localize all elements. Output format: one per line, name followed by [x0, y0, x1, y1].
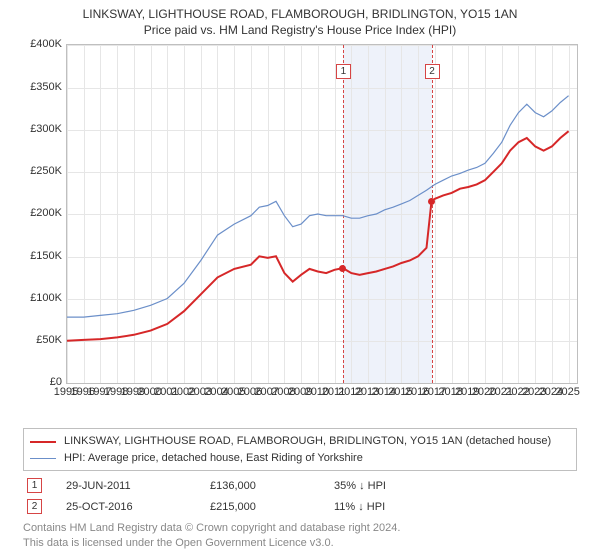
y-axis-label: £200K — [20, 207, 62, 219]
plot-area: 12 — [66, 44, 578, 384]
legend: LINKSWAY, LIGHTHOUSE ROAD, FLAMBOROUGH, … — [23, 428, 577, 471]
chart-container: 12 £0£50K£100K£150K£200K£250K£300K£350K£… — [20, 44, 580, 404]
series-blue — [67, 96, 569, 317]
sale-hpi: 11% ↓ HPI — [334, 501, 573, 513]
legend-label-red: LINKSWAY, LIGHTHOUSE ROAD, FLAMBOROUGH, … — [64, 433, 551, 450]
y-axis-label: £250K — [20, 165, 62, 177]
sale-index-box: 2 — [27, 499, 42, 514]
legend-item-blue: HPI: Average price, detached house, East… — [30, 450, 570, 467]
grid-line-h — [67, 383, 577, 384]
y-axis-label: £300K — [20, 123, 62, 135]
sales-table: 1 29-JUN-2011 £136,000 35% ↓ HPI 2 25-OCT-201… — [23, 475, 577, 517]
title-line-2: Price paid vs. HM Land Registry's House … — [0, 22, 600, 38]
series-svg — [67, 45, 577, 383]
legend-swatch-blue — [30, 458, 56, 459]
y-axis-label: £100K — [20, 292, 62, 304]
chart-title: LINKSWAY, LIGHTHOUSE ROAD, FLAMBOROUGH, … — [0, 6, 600, 38]
y-axis-label: £400K — [20, 38, 62, 50]
footnote: Contains HM Land Registry data © Crown c… — [23, 521, 577, 550]
sales-row: 1 29-JUN-2011 £136,000 35% ↓ HPI — [23, 475, 577, 496]
sale-date: 25-OCT-2016 — [66, 501, 186, 513]
sale-hpi: 35% ↓ HPI — [334, 480, 573, 492]
series-red — [67, 132, 569, 342]
y-axis-label: £350K — [20, 81, 62, 93]
y-axis-label: £50K — [20, 334, 62, 346]
legend-swatch-red — [30, 441, 56, 443]
y-axis-label: £150K — [20, 250, 62, 262]
sale-index-box: 1 — [27, 478, 42, 493]
x-axis-label: 2025 — [555, 386, 579, 398]
sale-date: 29-JUN-2011 — [66, 480, 186, 492]
legend-item-red: LINKSWAY, LIGHTHOUSE ROAD, FLAMBOROUGH, … — [30, 433, 570, 450]
legend-label-blue: HPI: Average price, detached house, East… — [64, 450, 363, 467]
footnote-line-2: This data is licensed under the Open Gov… — [23, 536, 577, 550]
sales-row: 2 25-OCT-2016 £215,000 11% ↓ HPI — [23, 496, 577, 517]
sale-price: £215,000 — [210, 501, 310, 513]
title-line-1: LINKSWAY, LIGHTHOUSE ROAD, FLAMBOROUGH, … — [0, 6, 600, 22]
sale-price: £136,000 — [210, 480, 310, 492]
footnote-line-1: Contains HM Land Registry data © Crown c… — [23, 521, 577, 535]
